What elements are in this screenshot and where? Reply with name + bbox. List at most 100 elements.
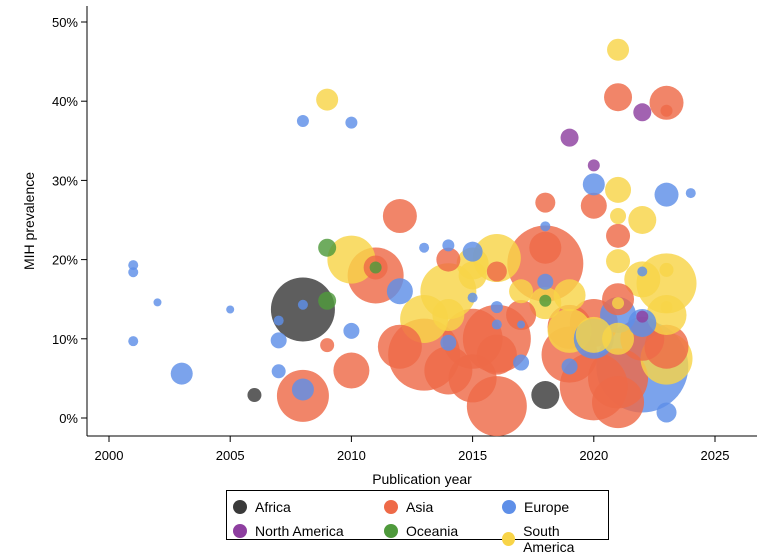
- bubble-north-america: [560, 128, 579, 147]
- bubble-africa: [247, 388, 262, 403]
- bubble-layer: [128, 38, 697, 437]
- bubble-asia: [436, 247, 461, 272]
- bubble-europe: [419, 242, 430, 253]
- bubble-south-america: [628, 206, 657, 234]
- bubble-south-america: [509, 279, 534, 304]
- bubble-south-america: [607, 38, 630, 61]
- bubble-europe: [628, 308, 657, 337]
- x-tick-label: 2000: [95, 448, 124, 463]
- bubble-asia: [529, 231, 562, 264]
- legend-item-asia: Asia: [384, 499, 433, 515]
- bubble-europe: [128, 336, 139, 347]
- bubble-europe: [490, 301, 503, 314]
- bubble-south-america: [610, 208, 627, 225]
- bubble-europe: [440, 334, 457, 351]
- bubble-asia: [476, 334, 517, 375]
- bubble-europe: [582, 173, 605, 196]
- bubble-south-america: [605, 176, 632, 203]
- y-tick-label: 30%: [52, 173, 78, 188]
- bubble-oceania: [318, 238, 337, 257]
- x-axis-title: Publication year: [372, 471, 472, 487]
- bubble-europe: [637, 266, 648, 277]
- bubble-south-america: [458, 261, 487, 290]
- bubble-north-america: [587, 159, 600, 172]
- bubble-europe: [128, 267, 139, 278]
- bubble-europe: [654, 182, 679, 207]
- bubble-europe: [270, 332, 287, 349]
- legend-item-north-america: North America: [233, 523, 344, 539]
- bubble-europe: [540, 221, 551, 232]
- legend-swatch: [233, 500, 247, 514]
- bubble-asia: [580, 192, 607, 219]
- bubble-europe: [128, 260, 139, 271]
- bubble-europe: [656, 402, 677, 423]
- bubble-asia: [486, 261, 507, 282]
- bubble-south-america: [660, 301, 673, 314]
- legend-label: Asia: [406, 499, 434, 515]
- bubble-europe: [343, 322, 360, 339]
- x-tick-label: 2010: [337, 448, 366, 463]
- bubble-asia: [606, 223, 631, 248]
- x-tick-label: 2020: [579, 448, 608, 463]
- bubble-oceania: [369, 261, 382, 274]
- bubble-south-america: [553, 279, 586, 312]
- bubble-europe: [170, 362, 193, 385]
- bubble-asia: [506, 300, 537, 331]
- bubble-asia: [377, 324, 422, 369]
- bubble-north-america: [633, 103, 652, 122]
- y-tick-label: 40%: [52, 94, 78, 109]
- bubble-south-america: [659, 262, 674, 277]
- bubble-asia: [382, 199, 417, 234]
- legend-label: North America: [255, 523, 344, 539]
- bubble-south-america: [316, 88, 339, 111]
- bubble-europe: [153, 298, 162, 307]
- legend-label: Oceania: [406, 523, 459, 539]
- legend-swatch: [502, 500, 516, 514]
- bubble-south-america: [602, 322, 635, 355]
- x-tick-label: 2025: [701, 448, 730, 463]
- y-axis: 0% 10% 20% 30% 40% 50%: [52, 15, 87, 426]
- bubble-oceania: [318, 291, 337, 310]
- legend-swatch: [384, 500, 398, 514]
- bubble-europe: [685, 188, 696, 199]
- bubble-europe: [386, 278, 413, 305]
- bubble-asia: [660, 104, 673, 117]
- bubble-europe: [467, 292, 478, 303]
- bubble-south-america: [432, 299, 465, 332]
- bubble-europe: [297, 299, 308, 310]
- x-axis: 2000 2005 2010 2015 2020 2025: [95, 436, 730, 463]
- legend-swatch: [502, 532, 516, 546]
- legend-item-europe: Europe: [502, 499, 569, 515]
- y-axis-title: MIH prevalence: [21, 172, 37, 270]
- legend-label: South America: [523, 523, 575, 555]
- legend: Africa Asia Europe North America Oceania Sout…: [226, 490, 609, 555]
- legend-item-south-america: South America: [502, 523, 608, 555]
- bubble-europe: [442, 239, 455, 252]
- legend-item-oceania: Oceania: [384, 523, 458, 539]
- legend-label: Europe: [524, 499, 570, 515]
- bubble-south-america: [612, 297, 625, 310]
- y-tick-label: 10%: [52, 332, 78, 347]
- bubble-europe: [537, 273, 554, 290]
- bubble-europe: [291, 378, 314, 401]
- y-tick-label: 50%: [52, 15, 78, 30]
- bubble-south-america: [606, 249, 631, 274]
- bubble-europe: [271, 364, 286, 379]
- x-tick-label: 2005: [216, 448, 245, 463]
- bubble-asia: [644, 324, 689, 369]
- legend-label: Africa: [255, 499, 291, 515]
- x-tick-label: 2015: [458, 448, 487, 463]
- bubble-asia: [604, 83, 633, 112]
- bubble-south-america: [327, 235, 376, 284]
- bubble-asia: [649, 85, 684, 120]
- y-tick-label: 0%: [59, 411, 78, 426]
- bubble-europe: [273, 315, 284, 326]
- bubble-europe: [491, 319, 502, 330]
- bubble-europe: [517, 320, 526, 329]
- bubble-africa: [531, 381, 560, 410]
- bubble-south-america: [646, 295, 687, 336]
- legend-swatch: [384, 524, 398, 538]
- bubble-europe: [226, 305, 235, 314]
- bubble-asia: [333, 352, 370, 389]
